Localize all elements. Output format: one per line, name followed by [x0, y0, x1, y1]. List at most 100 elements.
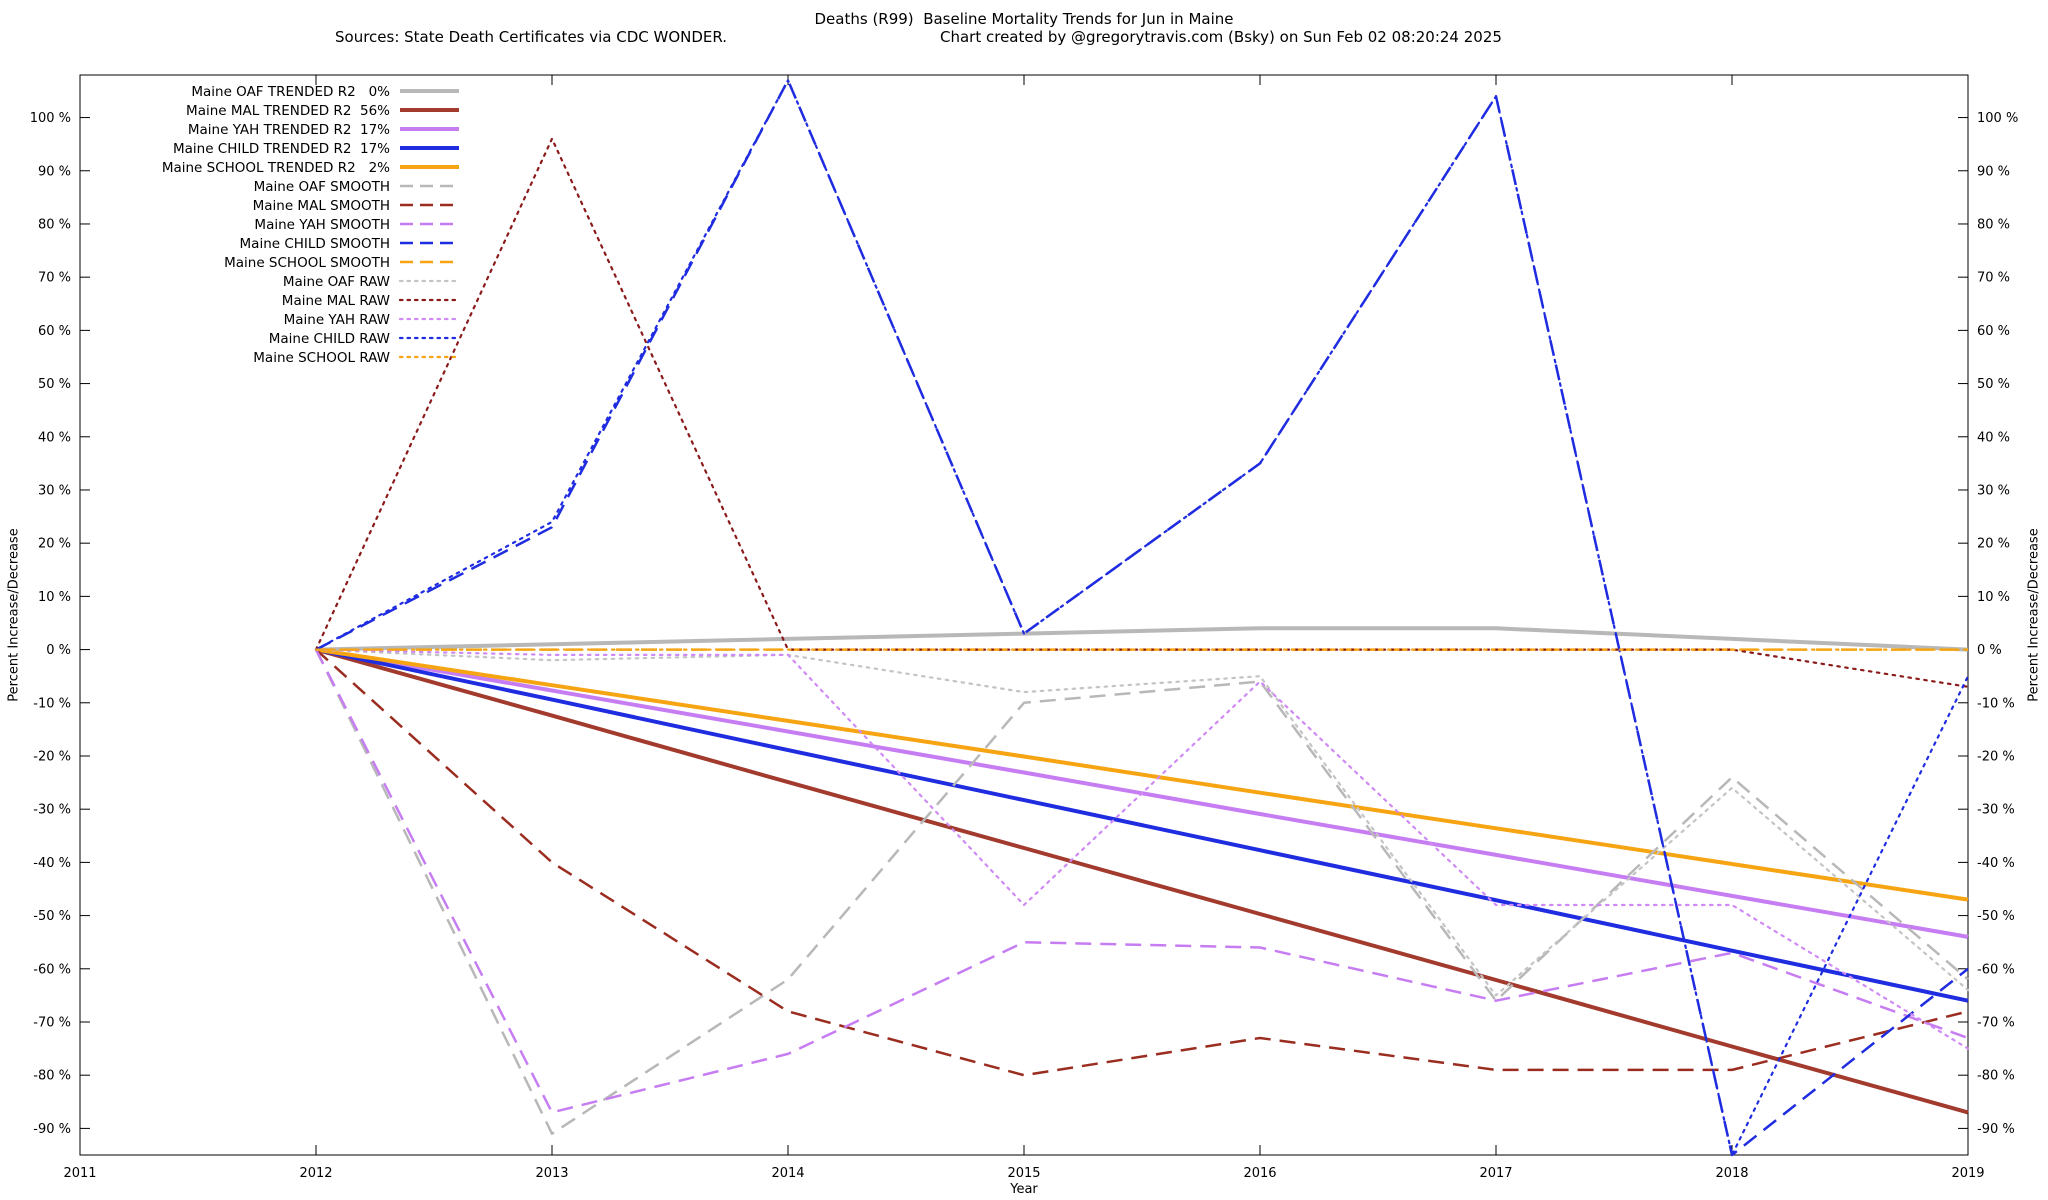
- y-tick-label-left: 0 %: [46, 643, 71, 658]
- legend-item: Maine OAF RAW: [283, 274, 461, 290]
- y-tick-label-right: 60 %: [1977, 324, 2010, 339]
- legend-item: Maine SCHOOL RAW: [253, 350, 461, 366]
- legend-item: Maine SCHOOL SMOOTH: [224, 255, 459, 271]
- series-line-child-trended: [315, 647, 1969, 1003]
- y-tick-label-left: 50 %: [38, 377, 71, 392]
- y-tick-label-right: 30 %: [1977, 483, 2010, 498]
- series-line-school-trended: [315, 647, 1969, 902]
- legend-item: Maine YAH SMOOTH: [254, 217, 459, 233]
- legend-label: Maine MAL RAW: [282, 293, 390, 309]
- legend-item: Maine MAL TRENDED R2 56%: [186, 103, 459, 119]
- legend-label: Maine SCHOOL RAW: [253, 350, 390, 366]
- y-tick-label-right: 0 %: [1977, 643, 2002, 658]
- legend-item: Maine YAH RAW: [284, 312, 461, 328]
- y-tick-label-right: -50 %: [1977, 909, 2015, 924]
- y-tick-label-left: 60 %: [38, 324, 71, 339]
- series-line-yah-raw: [314, 648, 1970, 1050]
- y-tick-label-left: -30 %: [33, 803, 71, 818]
- y-tick-label-left: -90 %: [33, 1122, 71, 1137]
- series-line-mal-trended: [315, 647, 1969, 1115]
- series-line-oaf-trended: [315, 626, 1969, 652]
- y-tick-label-right: 20 %: [1977, 537, 2010, 552]
- y-tick-label-left: 70 %: [38, 271, 71, 286]
- x-tick-label: 2012: [299, 1166, 332, 1181]
- x-axis-label: Year: [1010, 1182, 1038, 1197]
- y-tick-label-left: -40 %: [33, 856, 71, 871]
- y-tick-label-left: -60 %: [33, 962, 71, 977]
- legend-label: Maine OAF TRENDED R2 0%: [191, 84, 390, 100]
- page-title: Deaths (R99) Baseline Mortality Trends f…: [814, 10, 1234, 28]
- y-tick-label-right: -90 %: [1977, 1122, 2015, 1137]
- y-axis-ticks: -90 % -90 % -80 % -80 % -70 % -70 % -60 % -60 %…: [30, 111, 2019, 1137]
- series-line-mal-smooth: [315, 648, 1969, 1077]
- y-tick-label-right: 40 %: [1977, 430, 2010, 445]
- credit-note: Chart created by @gregorytravis.com (Bsk…: [940, 28, 1502, 46]
- legend-item: Maine YAH TRENDED R2 17%: [188, 122, 459, 138]
- series-line-child-raw: [314, 79, 1970, 1157]
- series-line-oaf-smooth: [314, 649, 1969, 1135]
- x-tick-label: 2017: [1479, 1166, 1512, 1181]
- y-tick-label-right: 10 %: [1977, 590, 2010, 605]
- y-tick-label-right: -20 %: [1977, 749, 2015, 764]
- legend-label: Maine YAH SMOOTH: [254, 217, 390, 233]
- legend-item: Maine SCHOOL TRENDED R2 2%: [162, 160, 459, 176]
- legend-label: Maine SCHOOL TRENDED R2 2%: [162, 160, 390, 176]
- legend-label: Maine CHILD SMOOTH: [240, 236, 390, 252]
- y-tick-label-right: -60 %: [1977, 962, 2015, 977]
- y-tick-label-left: -80 %: [33, 1069, 71, 1084]
- y-tick-label-right: -70 %: [1977, 1015, 2015, 1030]
- series-line-mal-raw: [314, 137, 1970, 688]
- legend-item: Maine CHILD RAW: [269, 331, 461, 347]
- legend-item: Maine CHILD SMOOTH: [240, 236, 459, 252]
- x-tick-label: 2019: [1951, 1166, 1984, 1181]
- y-tick-label-left: 100 %: [30, 111, 71, 126]
- legend-label: Maine CHILD TRENDED R2 17%: [173, 141, 390, 157]
- legend-item: Maine OAF SMOOTH: [254, 179, 459, 195]
- y-tick-label-left: 10 %: [38, 590, 71, 605]
- series-line-oaf-raw: [314, 648, 1970, 997]
- y-tick-label-left: -20 %: [33, 749, 71, 764]
- y-tick-label-left: 30 %: [38, 483, 71, 498]
- x-tick-label: 2018: [1715, 1166, 1748, 1181]
- legend-item: Maine OAF TRENDED R2 0%: [191, 84, 459, 100]
- legend-label: Maine MAL SMOOTH: [253, 198, 390, 214]
- y-tick-label-left: -10 %: [33, 696, 71, 711]
- y-tick-label-left: -50 %: [33, 909, 71, 924]
- series-line-yah-smooth: [314, 649, 1969, 1114]
- sources-note: Sources: State Death Certificates via CD…: [335, 28, 728, 46]
- y-tick-label-left: 90 %: [38, 164, 71, 179]
- y-tick-label-left: 80 %: [38, 217, 71, 232]
- legend-label: Maine OAF RAW: [283, 274, 390, 290]
- legend-label: Maine YAH TRENDED R2 17%: [188, 122, 390, 138]
- chart-legend: Maine OAF TRENDED R2 0% Maine MAL TRENDED…: [162, 84, 461, 366]
- legend-label: Maine CHILD RAW: [269, 331, 390, 347]
- legend-label: Maine SCHOOL SMOOTH: [224, 255, 390, 271]
- x-axis-ticks: 2011 2012 2013 2014 2015 2016 2017 2018 2019: [63, 75, 1985, 1181]
- y-tick-label-right: -10 %: [1977, 696, 2015, 711]
- legend-item: Maine MAL RAW: [282, 293, 461, 309]
- x-tick-label: 2013: [535, 1166, 568, 1181]
- y-tick-label-right: -80 %: [1977, 1069, 2015, 1084]
- series-lines: [314, 79, 1970, 1157]
- y-tick-label-right: 70 %: [1977, 271, 2010, 286]
- x-tick-label: 2011: [63, 1166, 96, 1181]
- legend-item: Maine CHILD TRENDED R2 17%: [173, 141, 459, 157]
- legend-label: Maine OAF SMOOTH: [254, 179, 390, 195]
- y-tick-label-right: 50 %: [1977, 377, 2010, 392]
- y-tick-label-right: -40 %: [1977, 856, 2015, 871]
- x-tick-label: 2014: [771, 1166, 804, 1181]
- y-tick-label-left: -70 %: [33, 1015, 71, 1030]
- y-tick-label-left: 40 %: [38, 430, 71, 445]
- y-tick-label-right: 80 %: [1977, 217, 2010, 232]
- y-tick-label-right: 100 %: [1977, 111, 2018, 126]
- y-tick-label-left: 20 %: [38, 537, 71, 552]
- legend-item: Maine MAL SMOOTH: [253, 198, 459, 214]
- series-line-child-smooth: [315, 79, 1969, 1157]
- x-tick-label: 2015: [1007, 1166, 1040, 1181]
- legend-label: Maine YAH RAW: [284, 312, 390, 328]
- legend-label: Maine MAL TRENDED R2 56%: [186, 103, 390, 119]
- y-tick-label-right: -30 %: [1977, 803, 2015, 818]
- y-tick-label-right: 90 %: [1977, 164, 2010, 179]
